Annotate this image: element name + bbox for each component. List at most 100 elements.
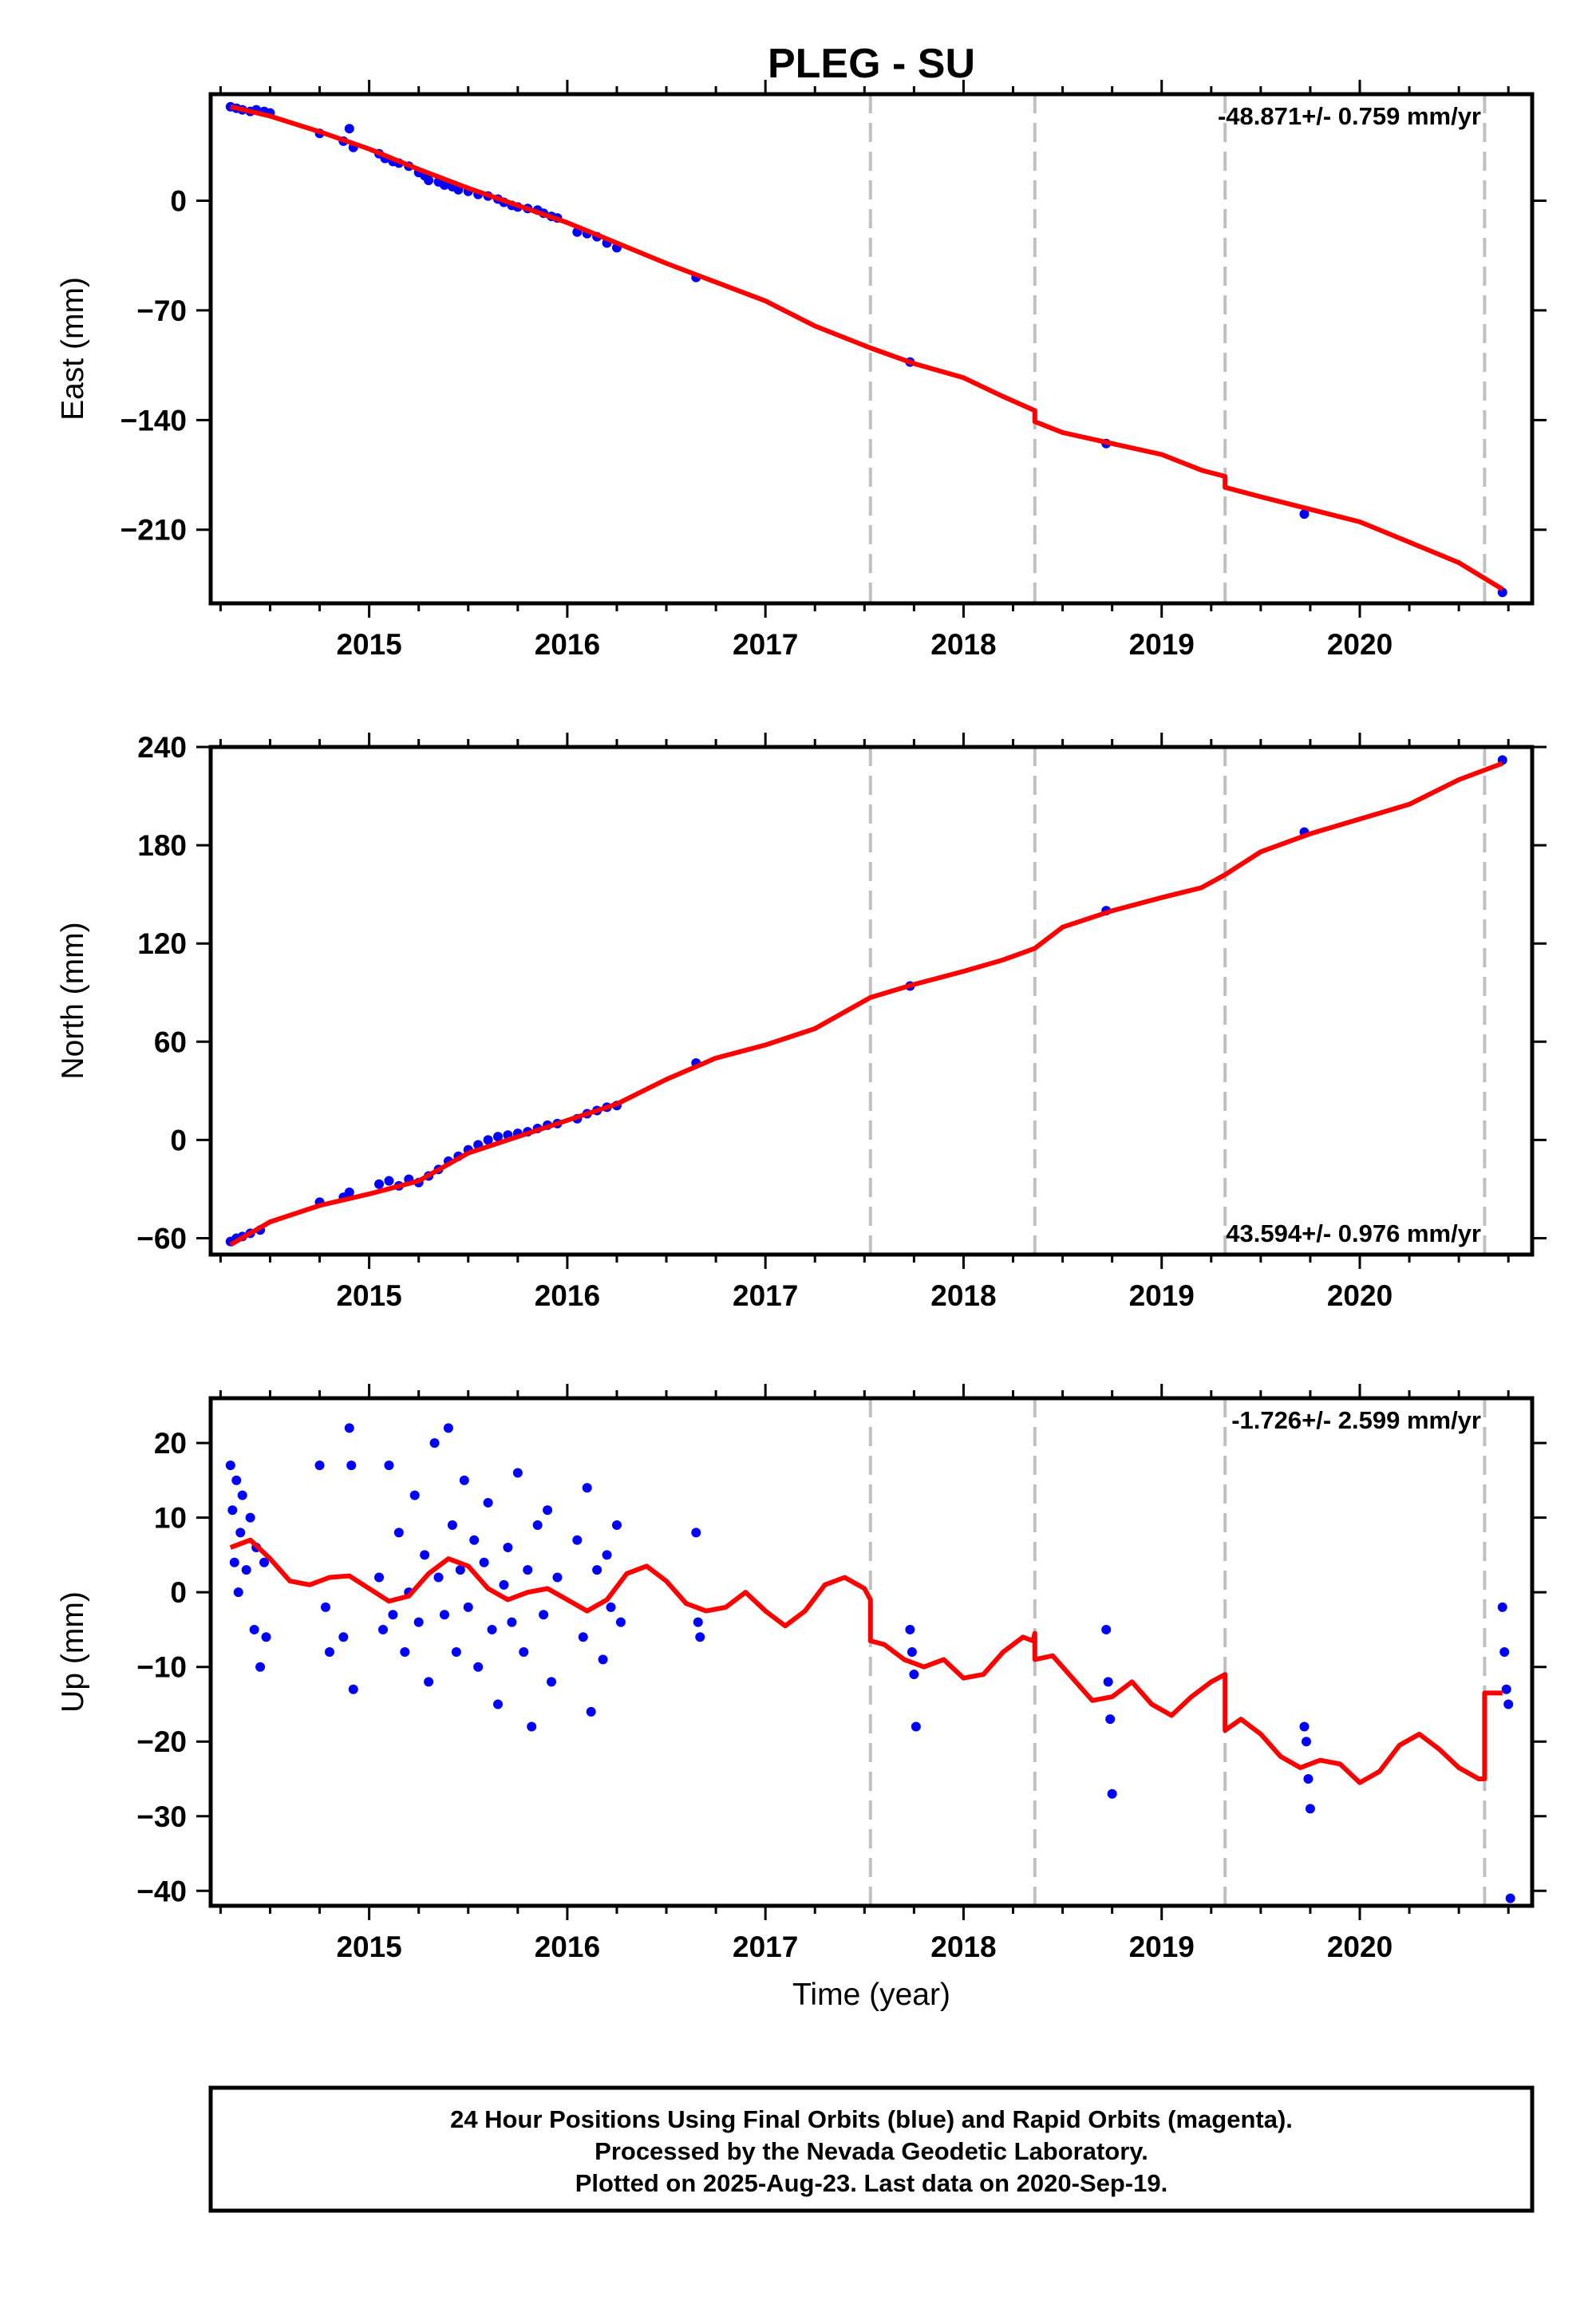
east-model-line [230,104,1504,591]
east-frame [208,92,1535,606]
up-point [469,1535,480,1545]
north-panel: 2015 2016 2017 2018 2019 2020 240 180 120 60 0 −60 N… [56,731,1547,1312]
up-point [378,1624,388,1634]
up-point [433,1572,444,1583]
east-x-tick-label: 2016 [535,628,600,661]
north-point [374,1179,385,1189]
up-point [1103,1677,1113,1687]
up-point [447,1520,457,1530]
up-point [227,1505,238,1516]
up-point [911,1721,921,1732]
up-point [693,1617,703,1627]
north-point [344,1188,354,1198]
up-y-tick-label: −30 [136,1800,187,1833]
up-point [346,1460,357,1471]
up-point [229,1557,239,1567]
up-point [473,1662,484,1672]
footer-line-3: Plotted on 2025-Aug-23. Last data on 202… [575,2169,1167,2197]
up-y-axis-title: Up (mm) [56,1591,90,1713]
east-x-tick-label: 2019 [1129,628,1195,661]
up-point [572,1535,583,1545]
north-x-tick-label: 2019 [1129,1279,1195,1312]
up-y-tick-label: −40 [136,1875,187,1907]
up-y-tick-label: 10 [154,1502,187,1535]
up-point [606,1602,616,1612]
up-x-tick-label: 2017 [733,1931,798,1963]
north-y-tick-label: 60 [154,1026,187,1058]
up-point [1107,1788,1117,1799]
east-y-tick-label: 0 [170,184,187,217]
up-point [532,1520,543,1530]
up-point [338,1632,349,1642]
north-rate-label: 43.594+/- 0.976 mm/yr [1226,1219,1481,1247]
up-point [1305,1804,1315,1814]
up-point [420,1550,430,1560]
north-point [493,1132,503,1142]
up-point [314,1460,325,1471]
up-point [321,1602,330,1612]
east-x-tick-label: 2015 [336,628,401,661]
north-y-axis-title: North (mm) [56,922,90,1079]
up-point [493,1699,503,1709]
up-y-tick-label: 0 [170,1576,187,1609]
up-y-tick-label: −20 [136,1725,187,1758]
x-axis-title: Time (year) [792,1978,950,2012]
up-point [615,1617,626,1627]
up-point [344,1423,354,1433]
up-point [602,1550,612,1560]
up-y-tick-label: 20 [154,1427,187,1460]
north-x-tick-label: 2016 [535,1279,600,1312]
up-point [523,1565,533,1575]
north-y-tick-label: 180 [137,829,187,862]
up-point [459,1475,469,1485]
north-x-tick-label: 2018 [930,1279,996,1312]
up-point [241,1565,251,1575]
up-point [695,1632,705,1642]
up-point [348,1684,358,1694]
up-point [479,1557,489,1567]
up-point [225,1460,235,1471]
up-point [552,1572,563,1583]
up-x-tick-label: 2019 [1129,1931,1195,1963]
north-x-tick-label: 2017 [733,1279,798,1312]
up-point [1301,1737,1311,1747]
north-point [483,1135,493,1145]
up-point [424,1677,434,1687]
up-point [543,1505,553,1516]
up-point [400,1647,410,1657]
east-y-tick-label: −70 [136,294,187,327]
up-point [233,1587,243,1598]
up-point [413,1617,424,1627]
north-x-tick-label: 2020 [1327,1279,1393,1312]
up-point [1501,1684,1511,1694]
up-point [261,1632,271,1642]
up-point [388,1610,398,1620]
north-y-tick-label: 0 [170,1124,187,1156]
east-x-tick-label: 2018 [930,628,996,661]
up-point [443,1423,453,1433]
north-y-tick-label: 240 [137,731,187,764]
footer-line-2: Processed by the Nevada Geodetic Laborat… [595,2137,1148,2165]
up-point [384,1460,394,1471]
up-model-line [229,1537,1503,1785]
up-point [907,1647,917,1657]
up-point [512,1468,523,1478]
up-point [519,1647,529,1657]
up-point [691,1528,701,1538]
up-point [1499,1647,1510,1657]
east-point [424,175,434,185]
up-point [249,1624,259,1634]
up-panel: 2015 2016 2017 2018 2019 202020100−10−20−30−4… [56,1384,1547,1963]
north-y-tick-label: −60 [136,1222,187,1255]
east-point [1299,509,1310,520]
up-point [598,1654,608,1665]
up-point [1505,1893,1515,1903]
up-point [1497,1602,1507,1612]
east-points [225,101,1507,598]
up-point [1503,1699,1514,1709]
up-point [439,1610,449,1620]
footer-line-1: 24 Hour Positions Using Final Orbits (bl… [450,2105,1293,2133]
up-point [455,1565,465,1575]
up-point [463,1602,473,1612]
